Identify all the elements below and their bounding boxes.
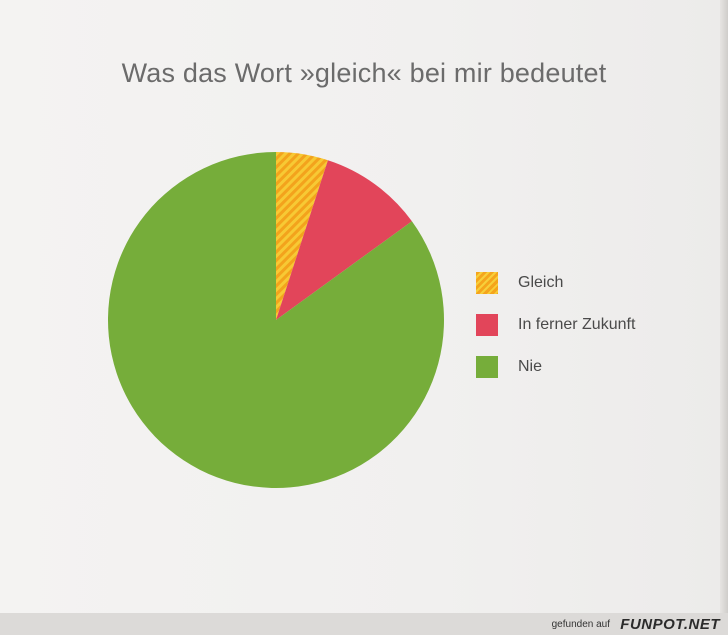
watermark-logo: FUNPOT.NET: [620, 616, 720, 633]
legend-item-nie: Nie: [476, 346, 635, 388]
pie-slice-nie: [108, 152, 445, 488]
legend-swatch-nie: [476, 356, 498, 378]
legend-item-gleich: Gleich: [476, 262, 635, 304]
page-edge-shadow: [720, 0, 728, 635]
legend-swatch-in-ferner-zukunft: [476, 314, 498, 336]
legend-label-nie: Nie: [518, 358, 543, 375]
watermark-text: gefunden auf: [551, 619, 610, 630]
chart-title: Was das Wort »gleich« bei mir bedeutet: [121, 58, 607, 88]
pie-slice-in-ferner-zukunft: [276, 160, 412, 320]
legend-swatch-gleich: [476, 272, 498, 294]
pie-slice-gleich: [276, 152, 328, 320]
chart-legend: Gleich In ferner Zukunft Nie: [476, 262, 635, 388]
watermark-bar: gefunden auf FUNPOT.NET: [0, 613, 728, 635]
legend-label-gleich: Gleich: [518, 274, 564, 291]
legend-item-in-ferner-zukunft: In ferner Zukunft: [476, 304, 635, 346]
legend-label-in-ferner-zukunft: In ferner Zukunft: [518, 316, 636, 333]
